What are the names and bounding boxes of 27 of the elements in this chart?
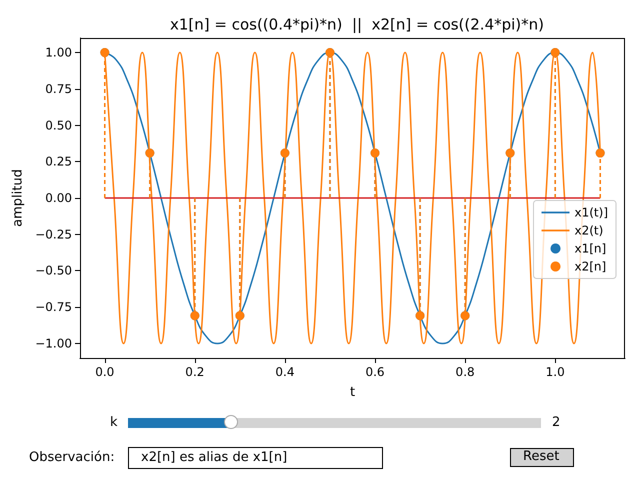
x-tick-label: 0.4 <box>275 365 294 379</box>
x-tick-label: 0.8 <box>456 365 475 379</box>
y-tick-label: 1.00 <box>45 46 72 60</box>
y-tick-label: 0.75 <box>45 82 72 96</box>
legend-label: x1[n] <box>574 242 606 256</box>
y-tick-label: 0.00 <box>45 191 72 205</box>
y-axis-title: amplitud <box>10 169 26 227</box>
y-tick-label: 0.25 <box>45 154 72 169</box>
text-field: x2[n] es alias de x1[n] <box>128 447 383 469</box>
text: 2 <box>552 415 560 430</box>
y-tick-label: −0.75 <box>35 300 72 314</box>
x-tick-label: 1.0 <box>546 365 565 379</box>
y-tick-label: −0.25 <box>35 227 72 242</box>
x-tick-label: 0.6 <box>365 365 385 379</box>
y-tick-label: −0.50 <box>35 264 72 278</box>
legend-label: x2[n] <box>574 260 606 274</box>
text: Observación: <box>29 450 115 465</box>
y-tick-label: 0.50 <box>45 118 72 132</box>
chart-title: x1[n] = cos((0.4*pi)*n) || x2[n] = cos((2.4*pi)*n) <box>170 16 544 34</box>
x-tick-label: 0.0 <box>95 365 114 379</box>
x-axis-title: t <box>350 385 356 400</box>
legend-label: x1(t)] <box>574 206 608 220</box>
text: k <box>110 415 118 430</box>
y-tick-label: −1.00 <box>35 336 72 350</box>
x-tick-label: 0.2 <box>185 365 204 379</box>
button: Reset <box>510 448 574 467</box>
legend-label: x2(t) <box>574 224 604 238</box>
